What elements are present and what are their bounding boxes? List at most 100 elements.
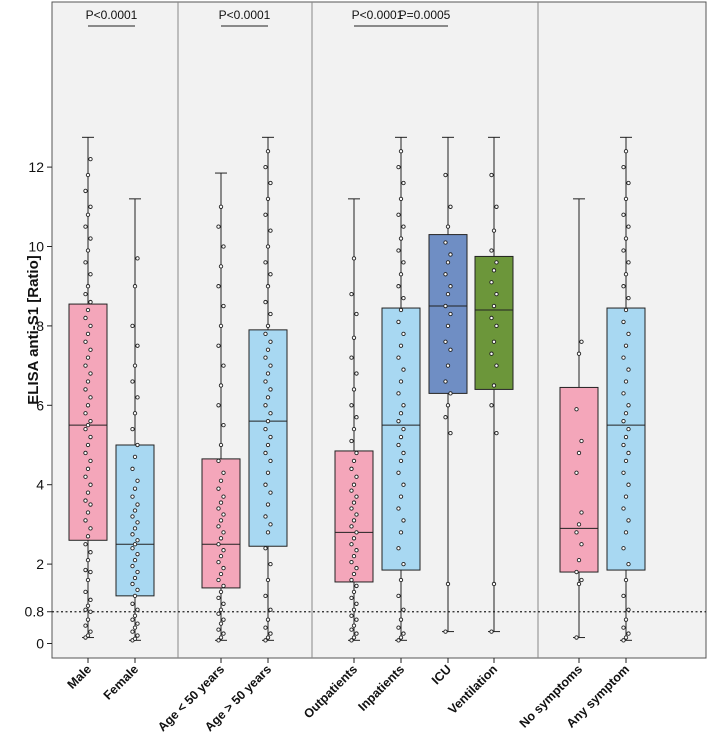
data-point-0-17 xyxy=(88,526,93,531)
data-point-5-7 xyxy=(398,577,404,583)
data-point-2-35 xyxy=(221,363,226,368)
data-point-5-13 xyxy=(398,494,404,499)
data-point-5-2 xyxy=(401,631,406,636)
data-point-4-17 xyxy=(354,548,359,553)
data-point-4-26 xyxy=(354,494,359,499)
data-point-9-40 xyxy=(623,196,629,202)
data-point-3-16 xyxy=(265,470,271,475)
data-point-4-43 xyxy=(351,256,357,261)
data-point-7-4 xyxy=(491,383,497,388)
data-point-1-5 xyxy=(135,621,140,626)
data-point-4-25 xyxy=(351,500,357,505)
data-point-5-12 xyxy=(396,506,401,511)
data-point-2-10 xyxy=(218,589,224,595)
data-point-0-8 xyxy=(88,597,93,602)
data-point-8-11 xyxy=(579,438,584,444)
data-point-0-2 xyxy=(88,629,93,634)
data-point-2-30 xyxy=(216,458,221,464)
data-point-1-38 xyxy=(135,343,140,348)
data-point-1-41 xyxy=(135,256,140,261)
box-0-iqr xyxy=(68,303,108,541)
data-point-2-33 xyxy=(216,403,221,408)
data-point-5-0 xyxy=(396,638,401,643)
data-point-9-11 xyxy=(626,518,631,523)
data-point-7-17 xyxy=(494,204,499,209)
data-point-7-0 xyxy=(489,629,494,634)
data-point-9-36 xyxy=(621,248,626,253)
data-point-0-9 xyxy=(83,589,88,595)
y-tick-label-4: 6 xyxy=(36,397,44,413)
data-point-3-37 xyxy=(265,284,271,289)
data-point-3-2 xyxy=(268,631,273,636)
comparison-label-2: P<0.0001 xyxy=(352,8,404,22)
data-point-0-10 xyxy=(85,577,91,583)
data-point-5-40 xyxy=(398,196,404,202)
box-1-iqr xyxy=(115,444,155,597)
data-point-1-21 xyxy=(130,532,135,537)
data-point-3-26 xyxy=(268,387,273,392)
data-point-3-38 xyxy=(268,272,273,277)
data-point-0-41 xyxy=(88,347,93,352)
data-point-6-12 xyxy=(443,303,448,309)
data-point-2-23 xyxy=(221,512,226,517)
data-point-8-1 xyxy=(576,581,582,587)
data-point-5-21 xyxy=(396,419,401,424)
data-point-3-41 xyxy=(268,228,273,233)
data-point-1-33 xyxy=(130,426,135,432)
data-point-4-11 xyxy=(354,583,359,589)
data-point-0-7 xyxy=(85,603,91,608)
data-point-3-45 xyxy=(263,164,268,170)
data-point-1-37 xyxy=(132,363,138,368)
data-point-0-23 xyxy=(88,482,93,487)
data-point-5-4 xyxy=(398,617,404,622)
data-point-4-38 xyxy=(354,371,359,376)
data-point-3-5 xyxy=(268,607,273,612)
data-point-4-32 xyxy=(354,450,359,456)
data-point-6-20 xyxy=(448,204,453,209)
data-point-1-19 xyxy=(132,542,138,547)
data-point-1-25 xyxy=(132,508,138,513)
box-4-iqr xyxy=(334,450,374,583)
y-tick-label-1: 0.8 xyxy=(25,604,45,620)
data-point-1-40 xyxy=(132,284,138,289)
data-point-7-3 xyxy=(489,403,494,408)
data-point-2-4 xyxy=(218,621,224,626)
data-point-0-52 xyxy=(85,248,91,253)
data-point-9-41 xyxy=(626,180,631,186)
data-point-2-1 xyxy=(218,635,224,640)
data-point-5-3 xyxy=(396,625,401,630)
data-point-1-14 xyxy=(135,569,140,575)
data-point-2-27 xyxy=(216,486,221,491)
data-point-1-34 xyxy=(132,411,138,416)
box-2-iqr xyxy=(201,458,241,589)
data-point-5-27 xyxy=(396,355,401,360)
data-point-0-58 xyxy=(85,172,91,178)
data-point-9-14 xyxy=(626,482,631,487)
data-point-9-29 xyxy=(626,331,631,336)
data-point-9-39 xyxy=(621,212,626,217)
y-tick-label-7: 12 xyxy=(28,159,44,175)
data-point-3-11 xyxy=(268,522,273,527)
data-point-3-44 xyxy=(268,180,273,186)
data-point-2-0 xyxy=(216,638,221,643)
data-point-3-13 xyxy=(265,502,271,507)
data-point-0-13 xyxy=(85,557,91,563)
data-point-9-1 xyxy=(623,635,629,640)
data-point-0-6 xyxy=(83,607,88,612)
data-point-1-11 xyxy=(135,587,140,593)
data-point-0-27 xyxy=(83,450,88,456)
data-point-1-13 xyxy=(132,575,138,581)
data-point-6-7 xyxy=(445,363,451,368)
data-point-9-2 xyxy=(626,631,631,636)
data-point-4-10 xyxy=(351,589,357,595)
data-point-0-54 xyxy=(83,224,88,229)
data-point-3-19 xyxy=(265,442,271,448)
data-point-4-20 xyxy=(354,530,359,535)
data-point-1-15 xyxy=(130,563,135,569)
data-point-9-18 xyxy=(621,442,626,448)
data-point-4-36 xyxy=(349,403,354,408)
data-point-4-33 xyxy=(349,438,354,444)
data-point-6-9 xyxy=(443,339,448,344)
data-point-6-21 xyxy=(443,172,448,178)
data-point-5-14 xyxy=(401,482,406,487)
